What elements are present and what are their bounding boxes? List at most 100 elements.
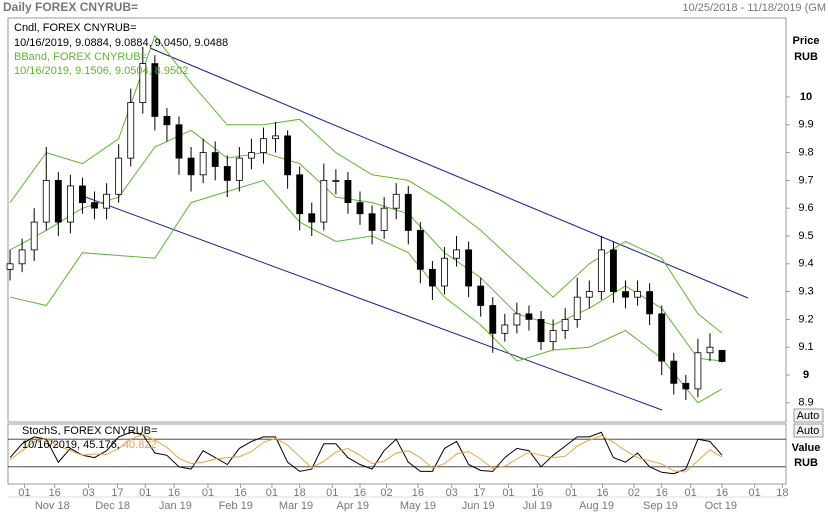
legend-text: 10/16/2019, 45.176, 40.822 (22, 439, 157, 451)
candle-body (585, 291, 593, 298)
month-label: Sep 19 (643, 500, 678, 512)
auto-button-label[interactable]: Auto (797, 410, 820, 422)
x-tick-label: 18 (294, 487, 306, 499)
candle-body (453, 249, 460, 259)
auto-button[interactable] (793, 408, 824, 423)
y-tick-label: 8.9 (798, 397, 813, 409)
candle-body (513, 313, 521, 326)
month-label: Mar 19 (279, 500, 313, 512)
axis-unit: RUB (794, 457, 818, 469)
x-tick-label: 16 (656, 487, 668, 499)
page-title: Daily FOREX CNYRUB= (3, 0, 138, 14)
x-tick-label: 16 (234, 487, 246, 499)
x-tick-label: 01 (565, 487, 577, 499)
candle-body (235, 157, 243, 181)
candle-body (115, 157, 123, 195)
candle-body (103, 193, 111, 209)
x-tick-label: 16 (531, 487, 543, 499)
candle-body (380, 207, 388, 231)
candle-body (320, 179, 328, 223)
legend-text: 10/16/2019, 9.1506, 9.0504, 8.9502 (14, 65, 188, 77)
candle-body (694, 352, 702, 390)
y-tick-label: 9.7 (798, 174, 813, 186)
legend-value: 10/16/2019, 45.176, (22, 439, 120, 451)
candle-body (573, 296, 581, 320)
candle-body (272, 135, 279, 140)
candle-body (549, 330, 557, 343)
y-tick-label: 9.4 (798, 258, 813, 270)
candle-body (537, 319, 545, 343)
candle-body (356, 202, 364, 215)
x-tick-label: 01 (266, 487, 278, 499)
candle-body (682, 382, 690, 390)
month-label: Aug 19 (579, 500, 614, 512)
candle-body (296, 174, 304, 215)
candle-body (610, 249, 617, 292)
candle-body (670, 360, 678, 384)
candle-body (260, 138, 267, 153)
month-label: Nov 18 (35, 500, 70, 512)
candle-body (501, 324, 509, 334)
x-tick-label: 16 (412, 487, 424, 499)
candle-body (344, 179, 352, 204)
candle-body (42, 179, 50, 223)
y-tick-label: 9.2 (798, 313, 813, 325)
x-tick-label: 17 (111, 487, 123, 499)
axis-unit: RUB (794, 51, 818, 63)
y-tick-label: 9.6 (798, 202, 813, 214)
x-tick-label: 01 (748, 487, 760, 499)
candle-body (646, 291, 654, 315)
marks: 01 16 03 17 01 16 01 16 01 18 01 16 02 16 03 17 01 16 01 16… (6, 34, 814, 512)
x-tick-label: 01 (202, 487, 214, 499)
auto-button-label[interactable]: Auto (797, 425, 820, 437)
candle-body (18, 249, 26, 265)
month-label: May 19 (400, 500, 436, 512)
candle-body (66, 185, 74, 223)
trend-line-upper (149, 47, 749, 299)
stoch-line (9, 434, 723, 473)
x-tick-label: 01 (685, 487, 697, 499)
x-tick-label: 16 (49, 487, 61, 499)
candle-body (416, 230, 424, 270)
trend-line-lower (79, 194, 663, 411)
y-tick-label: 9.9 (798, 119, 813, 131)
candle-body (30, 221, 38, 251)
x-tick-label: 16 (716, 487, 728, 499)
candle-body (392, 193, 400, 209)
y-tick-label: 9.5 (798, 230, 813, 242)
candle-body (429, 268, 436, 287)
candle-body (441, 257, 448, 287)
x-tick-label: 03 (82, 487, 94, 499)
candle-body (199, 152, 207, 176)
x-tick-label: 16 (168, 487, 180, 499)
candle-body (175, 124, 183, 159)
legend-value: 40.822 (123, 439, 157, 451)
candle-body (6, 263, 14, 270)
date-range: 10/25/2018 - 11/18/2019 (GM (682, 2, 826, 14)
month-label: Oct 19 (705, 500, 737, 512)
candle-body (622, 291, 629, 298)
x-tick-label: 16 (354, 487, 366, 499)
legend-text: Cndl, FOREX CNYRUB= (14, 22, 137, 34)
month-label: Apr 19 (337, 500, 369, 512)
candle-body (718, 350, 726, 362)
candle-body (139, 63, 147, 103)
legend-text: BBand, FOREX CNYRUB= (14, 51, 147, 63)
candle-body (658, 313, 666, 362)
month-label: Dec 18 (95, 500, 130, 512)
axis-title: Price (793, 35, 820, 47)
y-tick-label: 9.8 (798, 146, 813, 158)
auto-button[interactable] (793, 423, 824, 438)
candle-body (91, 202, 98, 209)
x-tick-label: 02 (628, 487, 640, 499)
x-tick-label: 02 (380, 487, 392, 499)
candle-body (465, 249, 473, 287)
candle-body (561, 319, 569, 331)
candle-body (187, 157, 195, 176)
candle-body (127, 102, 135, 159)
x-tick-label: 03 (446, 487, 458, 499)
candle-body (489, 305, 497, 334)
month-label: Jul 19 (523, 500, 552, 512)
candle-body (247, 152, 255, 159)
candle-body (284, 135, 292, 176)
